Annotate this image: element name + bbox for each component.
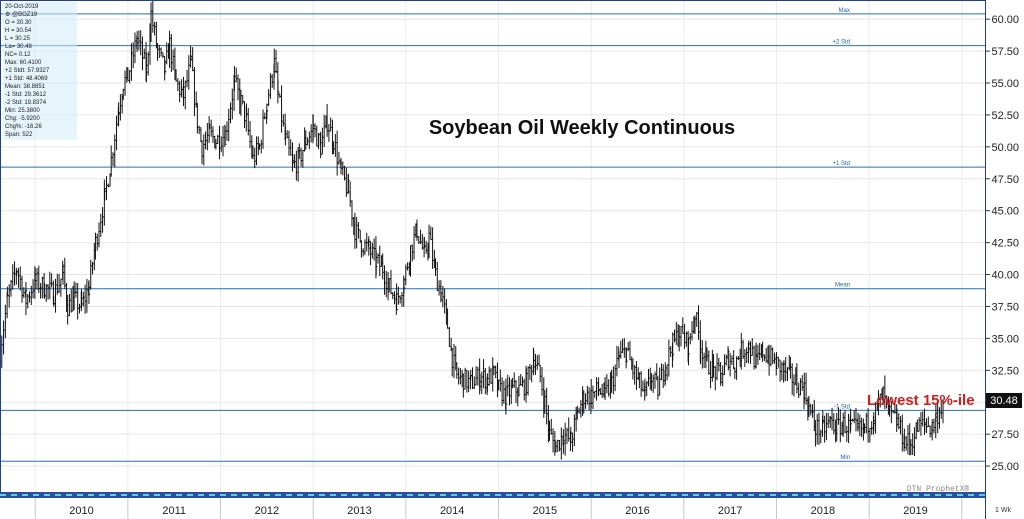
y-tick-label: 45.00	[991, 206, 1019, 218]
x-axis: 2010 2011 2012 2013 2014 2015 2016 2017 2018 2019	[34, 498, 963, 519]
reference-lines: Max +2 Std +1 Std Mean -1 Std Min	[0, 8, 985, 462]
info-line: Min: 25.3800	[5, 108, 40, 114]
last-price-badge: 30.48	[986, 393, 1022, 408]
info-line: H = 30.54	[5, 28, 32, 34]
info-line: ⚙ @BOZ19	[5, 12, 38, 18]
price-series	[0, 0, 945, 460]
info-line: O = 30.30	[5, 20, 32, 26]
x-tick-label: 2014	[440, 505, 464, 517]
info-panel: 20-Oct-2019 ⚙ @BOZ19 O = 30.30 H = 30.54 L =…	[3, 2, 77, 140]
info-line: Chg%: -16.26	[5, 124, 42, 130]
last-price-value: 30.48	[990, 395, 1018, 407]
x-tick-label: 2015	[533, 505, 557, 517]
info-line: La= 30.48	[5, 44, 32, 50]
watermark-text: DTN ProphetX®	[907, 485, 970, 494]
interval-label: 1 Wk	[995, 507, 1011, 514]
info-line: +2 Stdt: 57.9327	[5, 68, 50, 74]
y-tick-label: 32.50	[991, 365, 1019, 377]
reference-line-label: Min	[840, 455, 850, 461]
x-tick-label: 2010	[69, 505, 93, 517]
y-tick-label: 40.00	[991, 270, 1019, 282]
info-line: NC= 0.12	[5, 52, 31, 58]
info-line: L = 30.25	[5, 36, 30, 42]
x-tick-label: 2012	[255, 505, 279, 517]
reference-line-label: Max	[839, 8, 850, 14]
info-line: -1 Std: 29.3612	[5, 92, 47, 98]
percentile-annotation: Lowest 15%-ile	[867, 392, 975, 409]
reference-line-label: Mean	[835, 283, 850, 289]
x-tick-label: 2017	[718, 505, 742, 517]
reference-line-label: +2 Std	[832, 40, 850, 46]
x-tick-label: 2019	[903, 505, 927, 517]
y-tick-label: 60.00	[991, 14, 1019, 26]
y-tick-label: 57.50	[991, 46, 1019, 58]
info-line: Chg: -5.9200	[5, 116, 40, 122]
reference-line-label: +1 Std	[832, 161, 850, 167]
time-bar[interactable]	[0, 492, 985, 498]
y-tick-label: 35.00	[991, 333, 1019, 345]
reference-line-label: -1 Std	[834, 404, 850, 410]
info-line: Span: 522	[5, 132, 33, 138]
x-tick-label: 2013	[347, 505, 371, 517]
y-axis: 25.0027.5030.0032.5035.0037.5040.0042.50…	[985, 14, 1019, 473]
info-line: Mean: 38.8851	[5, 84, 46, 90]
info-line: +1 Std: 48.4069	[5, 76, 48, 82]
y-tick-label: 25.00	[991, 461, 1019, 473]
y-tick-label: 55.00	[991, 78, 1019, 90]
y-tick-label: 52.50	[991, 110, 1019, 122]
info-line: Max: 60.4100	[5, 60, 42, 66]
chart-title: Soybean Oil Weekly Continuous	[429, 117, 735, 139]
x-tick-label: 2011	[162, 505, 186, 517]
info-line: 20-Oct-2019	[5, 4, 39, 10]
info-line: -2 Std: 19.8374	[5, 100, 47, 106]
y-tick-label: 37.50	[991, 301, 1019, 313]
y-tick-label: 27.50	[991, 429, 1019, 441]
y-tick-label: 42.50	[991, 238, 1019, 250]
x-tick-label: 2018	[811, 505, 835, 517]
x-tick-label: 2016	[625, 505, 649, 517]
y-tick-label: 50.00	[991, 142, 1019, 154]
y-tick-label: 47.50	[991, 174, 1019, 186]
